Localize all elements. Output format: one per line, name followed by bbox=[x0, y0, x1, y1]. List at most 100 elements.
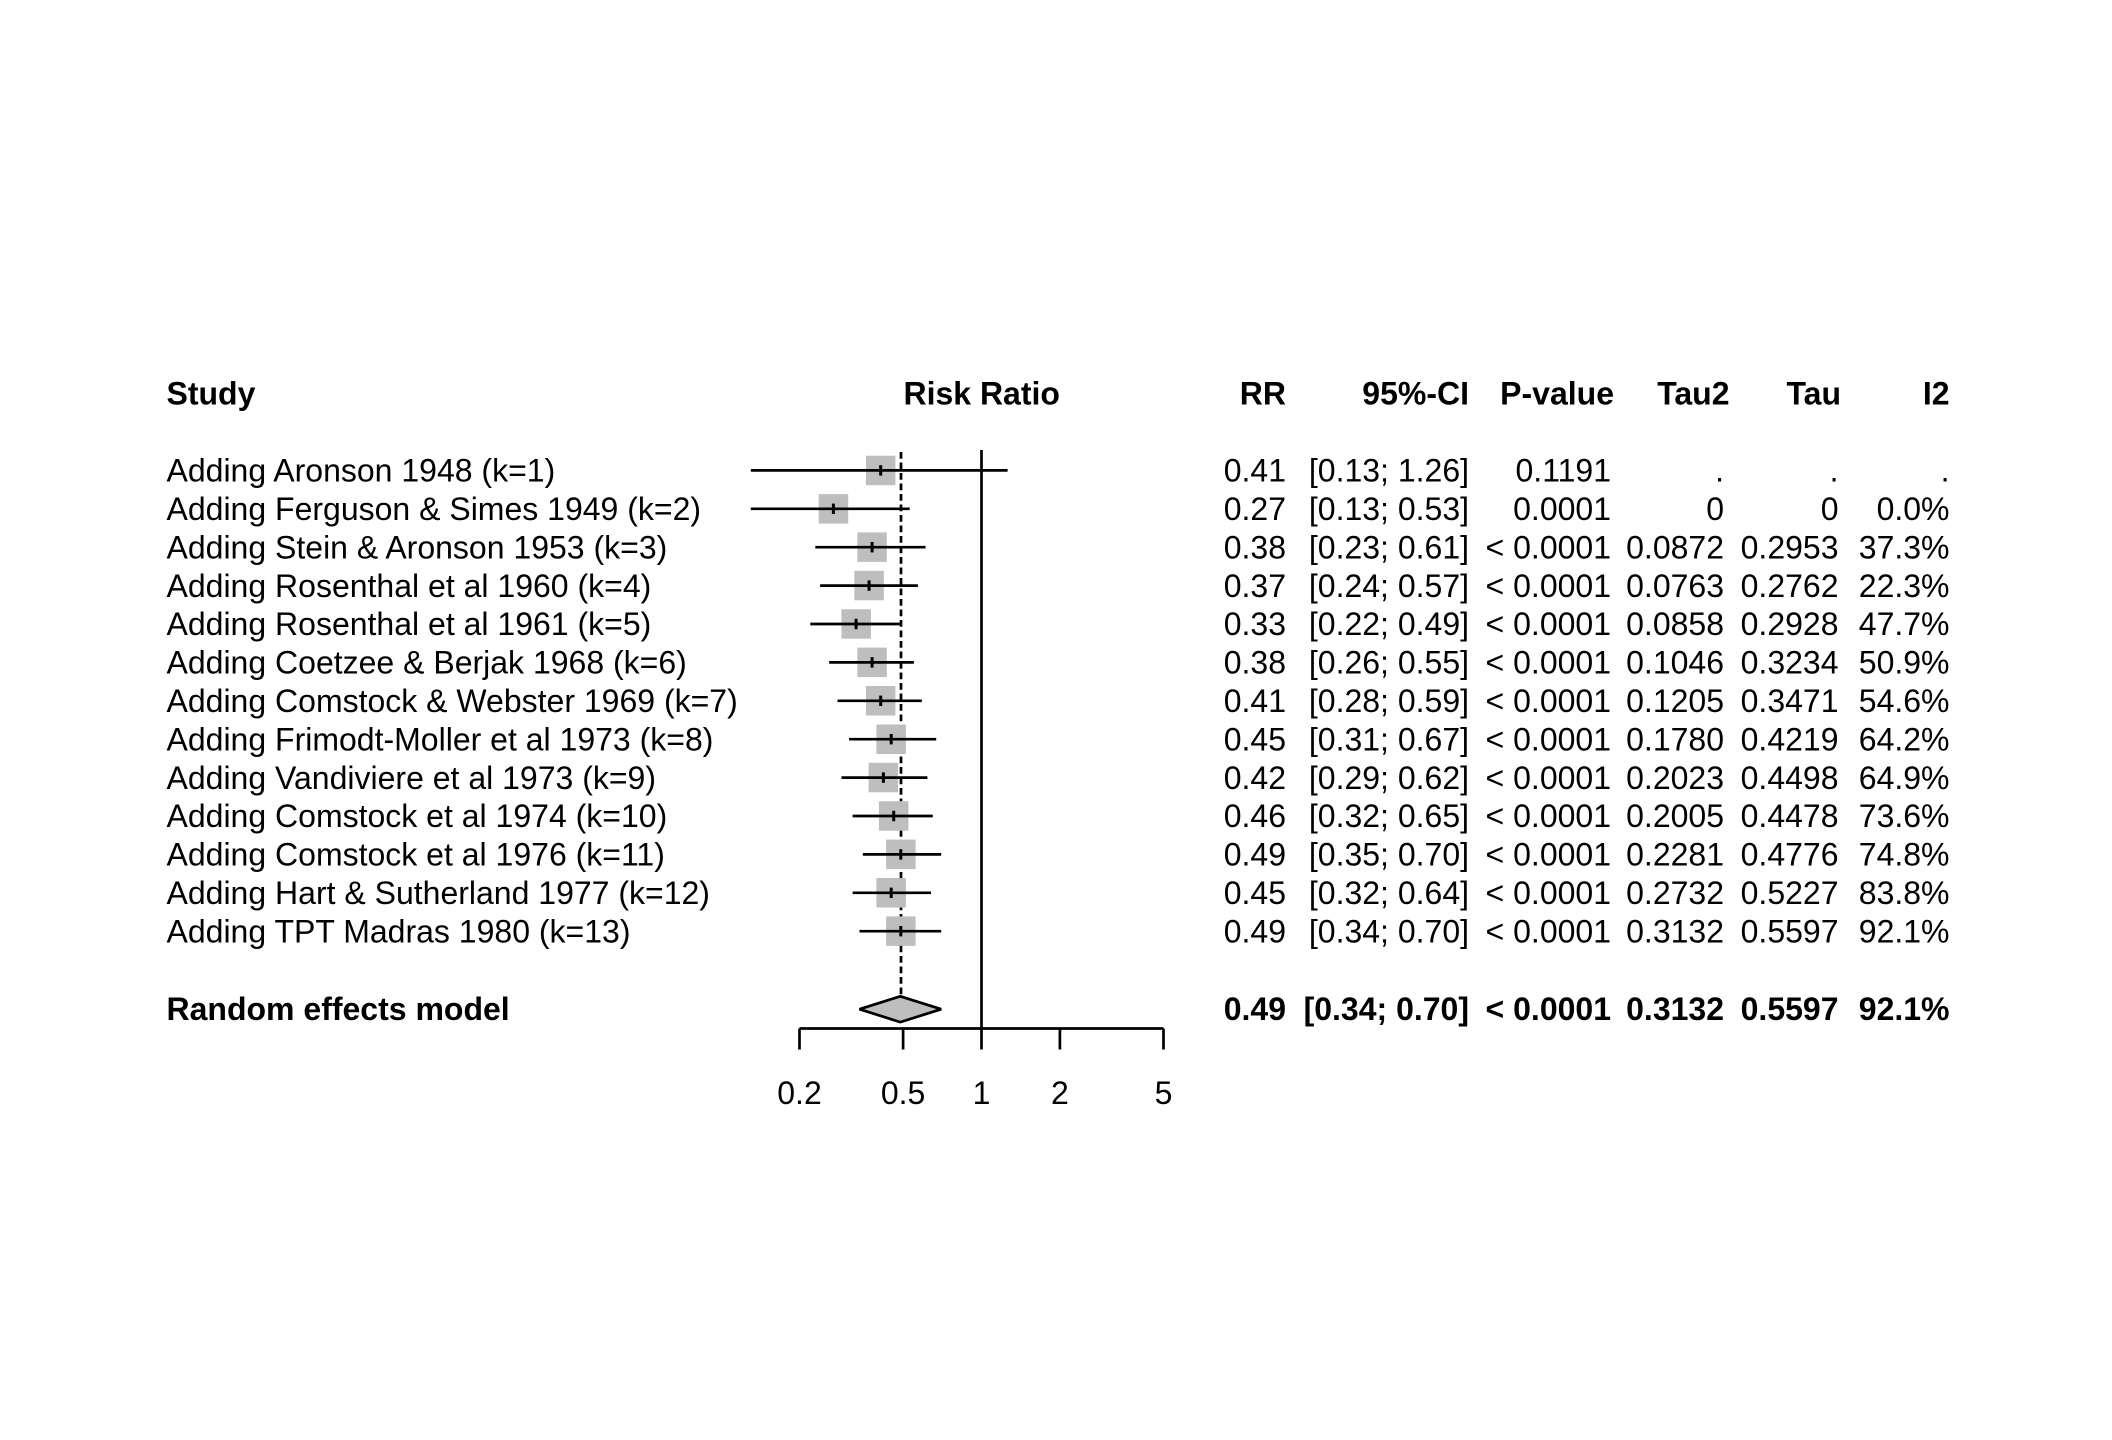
svg-text:Adding Aronson 1948 (k=1): Adding Aronson 1948 (k=1) bbox=[167, 453, 556, 489]
svg-text:0.0001: 0.0001 bbox=[1513, 491, 1611, 527]
svg-text:< 0.0001: < 0.0001 bbox=[1486, 875, 1611, 911]
svg-text:0.38: 0.38 bbox=[1224, 645, 1286, 681]
svg-text:0.0%: 0.0% bbox=[1877, 491, 1950, 527]
svg-text:< 0.0001: < 0.0001 bbox=[1486, 913, 1611, 949]
svg-text:37.3%: 37.3% bbox=[1859, 529, 1950, 565]
svg-text:0.1205: 0.1205 bbox=[1626, 683, 1724, 719]
svg-text:1: 1 bbox=[973, 1075, 991, 1111]
svg-text:0.42: 0.42 bbox=[1224, 760, 1286, 796]
svg-text:50.9%: 50.9% bbox=[1859, 645, 1950, 681]
svg-text:0.0858: 0.0858 bbox=[1626, 606, 1724, 642]
svg-text:0.5597: 0.5597 bbox=[1741, 913, 1839, 949]
svg-text:.: . bbox=[1941, 453, 1950, 489]
svg-text:0.2281: 0.2281 bbox=[1626, 837, 1724, 873]
svg-text:Tau2: Tau2 bbox=[1657, 376, 1729, 412]
svg-text:Adding Coetzee & Berjak 1968 (: Adding Coetzee & Berjak 1968 (k=6) bbox=[167, 645, 687, 681]
svg-text:Adding TPT Madras 1980 (k=13): Adding TPT Madras 1980 (k=13) bbox=[167, 913, 631, 949]
svg-text:< 0.0001: < 0.0001 bbox=[1486, 568, 1611, 604]
svg-text:[0.32; 0.64]: [0.32; 0.64] bbox=[1309, 875, 1469, 911]
svg-text:0.4478: 0.4478 bbox=[1741, 798, 1839, 834]
svg-text:[0.23; 0.61]: [0.23; 0.61] bbox=[1309, 529, 1469, 565]
svg-text:0.37: 0.37 bbox=[1224, 568, 1286, 604]
svg-text:0.3471: 0.3471 bbox=[1741, 683, 1839, 719]
svg-text:64.2%: 64.2% bbox=[1859, 721, 1950, 757]
svg-text:.: . bbox=[1715, 453, 1724, 489]
svg-text:83.8%: 83.8% bbox=[1859, 875, 1950, 911]
svg-text:0.27: 0.27 bbox=[1224, 491, 1286, 527]
svg-text:0.49: 0.49 bbox=[1224, 837, 1286, 873]
svg-text:0: 0 bbox=[1706, 491, 1724, 527]
svg-text:[0.28; 0.59]: [0.28; 0.59] bbox=[1309, 683, 1469, 719]
svg-text:< 0.0001: < 0.0001 bbox=[1486, 529, 1611, 565]
svg-text:Risk Ratio: Risk Ratio bbox=[903, 376, 1059, 412]
svg-text:0.33: 0.33 bbox=[1224, 606, 1286, 642]
svg-text:0.45: 0.45 bbox=[1224, 875, 1286, 911]
svg-text:95%-CI: 95%-CI bbox=[1362, 376, 1469, 412]
svg-text:92.1%: 92.1% bbox=[1859, 913, 1950, 949]
svg-text:[0.26; 0.55]: [0.26; 0.55] bbox=[1309, 645, 1469, 681]
svg-text:0.3132: 0.3132 bbox=[1626, 913, 1724, 949]
svg-text:0.4776: 0.4776 bbox=[1741, 837, 1839, 873]
svg-text:[0.35; 0.70]: [0.35; 0.70] bbox=[1309, 837, 1469, 873]
svg-text:Adding Ferguson & Simes 1949 (: Adding Ferguson & Simes 1949 (k=2) bbox=[167, 491, 702, 527]
svg-text:0.41: 0.41 bbox=[1224, 453, 1286, 489]
svg-text:[0.24; 0.57]: [0.24; 0.57] bbox=[1309, 568, 1469, 604]
svg-text:Random effects model: Random effects model bbox=[167, 991, 510, 1027]
svg-text:P-value: P-value bbox=[1500, 376, 1614, 412]
svg-text:< 0.0001: < 0.0001 bbox=[1486, 683, 1611, 719]
svg-text:Adding Rosenthal et al 1961 (k: Adding Rosenthal et al 1961 (k=5) bbox=[167, 606, 652, 642]
svg-text:54.6%: 54.6% bbox=[1859, 683, 1950, 719]
svg-text:Tau: Tau bbox=[1786, 376, 1841, 412]
svg-text:< 0.0001: < 0.0001 bbox=[1486, 721, 1611, 757]
svg-text:[0.34; 0.70]: [0.34; 0.70] bbox=[1304, 991, 1469, 1027]
svg-text:0.3132: 0.3132 bbox=[1626, 991, 1724, 1027]
svg-text:0.4498: 0.4498 bbox=[1741, 760, 1839, 796]
svg-text:5: 5 bbox=[1155, 1075, 1173, 1111]
svg-text:< 0.0001: < 0.0001 bbox=[1486, 798, 1611, 834]
svg-text:Adding Hart & Sutherland 1977: Adding Hart & Sutherland 1977 (k=12) bbox=[167, 875, 710, 911]
svg-text:Adding Frimodt-Moller et al 19: Adding Frimodt-Moller et al 1973 (k=8) bbox=[167, 721, 714, 757]
svg-text:0.49: 0.49 bbox=[1224, 913, 1286, 949]
svg-text:< 0.0001: < 0.0001 bbox=[1486, 991, 1611, 1027]
svg-text:2: 2 bbox=[1051, 1075, 1069, 1111]
svg-text:0.2732: 0.2732 bbox=[1626, 875, 1724, 911]
svg-text:0.38: 0.38 bbox=[1224, 529, 1286, 565]
svg-text:0.5: 0.5 bbox=[881, 1075, 925, 1111]
svg-text:[0.13; 0.53]: [0.13; 0.53] bbox=[1309, 491, 1469, 527]
svg-text:< 0.0001: < 0.0001 bbox=[1486, 606, 1611, 642]
svg-text:92.1%: 92.1% bbox=[1859, 991, 1950, 1027]
svg-text:[0.13; 1.26]: [0.13; 1.26] bbox=[1309, 453, 1469, 489]
svg-text:< 0.0001: < 0.0001 bbox=[1486, 645, 1611, 681]
svg-text:0.2023: 0.2023 bbox=[1626, 760, 1724, 796]
svg-text:0.2953: 0.2953 bbox=[1741, 529, 1839, 565]
svg-text:0.1780: 0.1780 bbox=[1626, 721, 1724, 757]
svg-text:0.46: 0.46 bbox=[1224, 798, 1286, 834]
svg-text:0.1046: 0.1046 bbox=[1626, 645, 1724, 681]
svg-text:0.2: 0.2 bbox=[777, 1075, 821, 1111]
svg-text:0: 0 bbox=[1821, 491, 1839, 527]
svg-text:Adding Stein & Aronson 1953 (k: Adding Stein & Aronson 1953 (k=3) bbox=[167, 529, 668, 565]
svg-text:0.1191: 0.1191 bbox=[1516, 453, 1612, 489]
svg-text:73.6%: 73.6% bbox=[1859, 798, 1950, 834]
svg-text:Adding Vandiviere et al 1973 (: Adding Vandiviere et al 1973 (k=9) bbox=[167, 760, 657, 796]
svg-text:0.5227: 0.5227 bbox=[1741, 875, 1839, 911]
svg-text:0.3234: 0.3234 bbox=[1741, 645, 1839, 681]
svg-text:Adding Rosenthal et al 1960 (k: Adding Rosenthal et al 1960 (k=4) bbox=[167, 568, 652, 604]
svg-text:0.2928: 0.2928 bbox=[1741, 606, 1839, 642]
svg-text:Study: Study bbox=[167, 376, 256, 412]
svg-text:0.0872: 0.0872 bbox=[1626, 529, 1724, 565]
svg-text:22.3%: 22.3% bbox=[1859, 568, 1950, 604]
svg-text:74.8%: 74.8% bbox=[1859, 837, 1950, 873]
svg-text:[0.32; 0.65]: [0.32; 0.65] bbox=[1309, 798, 1469, 834]
svg-text:.: . bbox=[1830, 453, 1839, 489]
svg-text:47.7%: 47.7% bbox=[1859, 606, 1950, 642]
svg-text:0.2005: 0.2005 bbox=[1626, 798, 1724, 834]
svg-text:[0.29; 0.62]: [0.29; 0.62] bbox=[1309, 760, 1469, 796]
svg-text:0.4219: 0.4219 bbox=[1741, 721, 1839, 757]
svg-text:Adding Comstock & Webster 1969: Adding Comstock & Webster 1969 (k=7) bbox=[167, 683, 738, 719]
svg-text:Adding Comstock et al 1974 (k=: Adding Comstock et al 1974 (k=10) bbox=[167, 798, 668, 834]
svg-text:0.45: 0.45 bbox=[1224, 721, 1286, 757]
svg-text:[0.31; 0.67]: [0.31; 0.67] bbox=[1309, 721, 1469, 757]
svg-text:< 0.0001: < 0.0001 bbox=[1486, 760, 1611, 796]
svg-text:64.9%: 64.9% bbox=[1859, 760, 1950, 796]
